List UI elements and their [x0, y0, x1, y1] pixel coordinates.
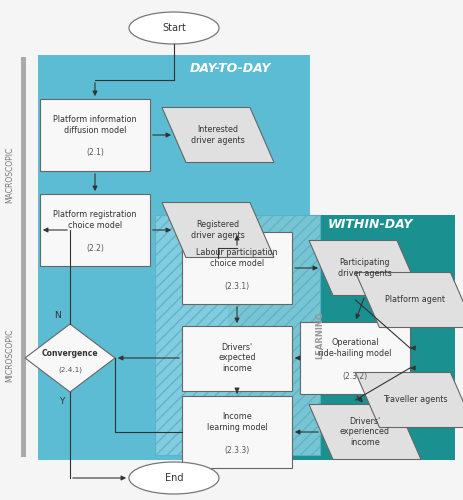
Text: DAY-TO-DAY: DAY-TO-DAY — [189, 62, 270, 74]
Ellipse shape — [129, 12, 219, 44]
Text: Drivers'
expected
income: Drivers' expected income — [218, 343, 255, 373]
Text: (2.3.2): (2.3.2) — [342, 372, 367, 380]
Polygon shape — [355, 272, 463, 328]
Text: Operational
ride-hailing model: Operational ride-hailing model — [318, 338, 391, 357]
Text: Participating
driver agents: Participating driver agents — [338, 258, 391, 278]
FancyBboxPatch shape — [181, 232, 291, 304]
FancyBboxPatch shape — [181, 326, 291, 390]
FancyBboxPatch shape — [21, 57, 26, 457]
Text: Y: Y — [59, 398, 64, 406]
FancyBboxPatch shape — [38, 55, 309, 460]
Text: MICROSCOPIC: MICROSCOPIC — [6, 328, 14, 382]
Text: (2.4.1): (2.4.1) — [58, 367, 82, 373]
Text: N: N — [55, 312, 61, 320]
Polygon shape — [162, 202, 274, 258]
Text: Platform agent: Platform agent — [384, 296, 444, 304]
Text: Traveller agents: Traveller agents — [382, 396, 446, 404]
Text: (2.1): (2.1) — [86, 148, 104, 158]
FancyBboxPatch shape — [40, 99, 150, 171]
Polygon shape — [308, 240, 420, 296]
FancyBboxPatch shape — [300, 322, 409, 394]
Text: Convergence: Convergence — [42, 348, 98, 358]
Text: Interested
driver agents: Interested driver agents — [191, 126, 244, 144]
Text: Platform registration
choice model: Platform registration choice model — [53, 210, 137, 230]
Text: Registered
driver agents: Registered driver agents — [191, 220, 244, 240]
Text: End: End — [164, 473, 183, 483]
Polygon shape — [355, 372, 463, 428]
Text: LEARNING: LEARNING — [315, 311, 324, 359]
FancyBboxPatch shape — [40, 194, 150, 266]
FancyBboxPatch shape — [155, 215, 319, 455]
Text: Labour participation
choice model: Labour participation choice model — [196, 248, 277, 268]
Polygon shape — [308, 404, 420, 460]
Text: (2.3.1): (2.3.1) — [224, 282, 249, 290]
Text: Drivers'
experienced
income: Drivers' experienced income — [339, 417, 389, 447]
FancyBboxPatch shape — [227, 215, 454, 460]
Polygon shape — [162, 108, 274, 162]
Ellipse shape — [129, 462, 219, 494]
Text: WITHIN-DAY: WITHIN-DAY — [326, 218, 412, 232]
Polygon shape — [25, 324, 115, 392]
Text: Income
learning model: Income learning model — [206, 412, 267, 432]
Text: Platform information
diffusion model: Platform information diffusion model — [53, 116, 137, 134]
Text: (2.3.3): (2.3.3) — [224, 446, 249, 454]
Text: Start: Start — [162, 23, 186, 33]
FancyBboxPatch shape — [181, 396, 291, 468]
Text: MACROSCOPIC: MACROSCOPIC — [6, 147, 14, 203]
Text: (2.2): (2.2) — [86, 244, 104, 252]
